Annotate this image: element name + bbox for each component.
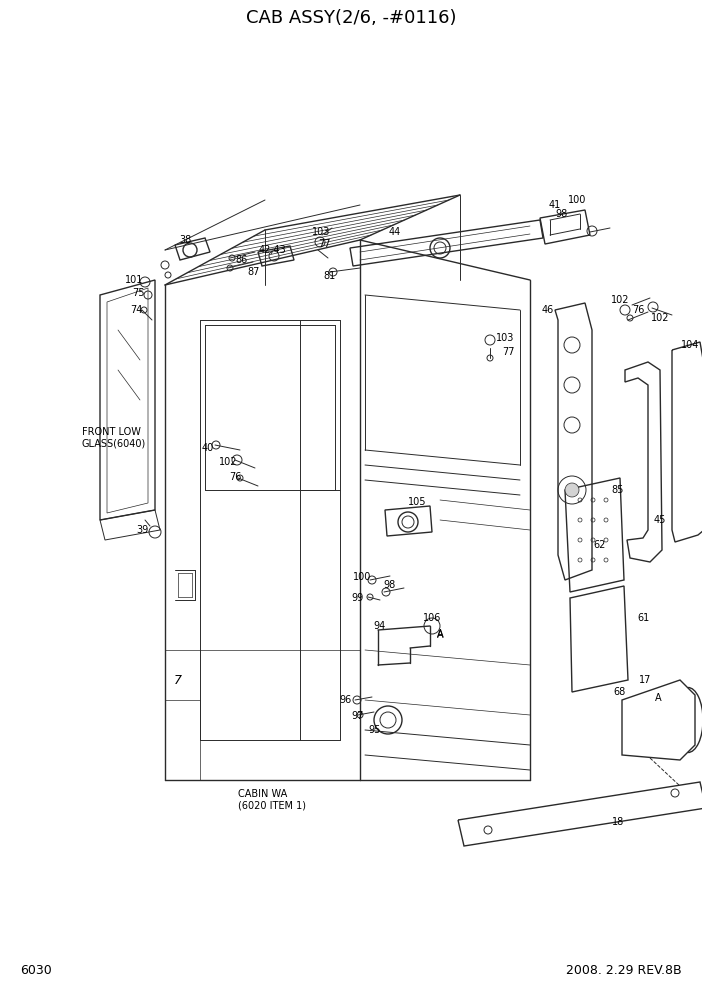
Text: A: A [655,693,661,703]
Text: 94: 94 [374,621,386,631]
Text: 100: 100 [568,195,586,205]
Text: 102: 102 [219,457,237,467]
Text: 98: 98 [384,580,396,590]
Text: 104: 104 [681,340,699,350]
Text: 86: 86 [236,255,248,265]
Circle shape [565,483,579,497]
Text: FRONT LOW
GLASS(6040): FRONT LOW GLASS(6040) [82,428,146,448]
Text: 77: 77 [502,347,515,357]
Text: A: A [437,629,443,639]
Text: 99: 99 [352,593,364,603]
Text: 7: 7 [174,674,182,686]
Text: 6030: 6030 [20,963,52,976]
Text: 97: 97 [352,711,364,721]
Text: 18: 18 [612,817,624,827]
Text: 102: 102 [611,295,629,305]
Text: A: A [437,630,443,640]
Text: 42,43: 42,43 [258,245,286,255]
Text: 81: 81 [324,271,336,281]
Text: CAB ASSY(2/6, -#0116): CAB ASSY(2/6, -#0116) [246,9,456,27]
Text: CABIN WA
(6020 ITEM 1): CABIN WA (6020 ITEM 1) [238,790,306,810]
Text: 68: 68 [614,687,626,697]
Text: 95: 95 [369,725,381,735]
Text: 76: 76 [632,305,644,315]
Text: 44: 44 [389,227,401,237]
Text: 96: 96 [340,695,352,705]
Text: 46: 46 [542,305,554,315]
Text: 103: 103 [496,333,514,343]
Text: 2008. 2.29 REV.8B: 2008. 2.29 REV.8B [567,963,682,976]
Text: 106: 106 [423,613,441,623]
Text: 101: 101 [125,275,143,285]
Text: 17: 17 [639,675,651,685]
Text: 38: 38 [179,235,191,245]
Text: 40: 40 [202,443,214,453]
Text: 85: 85 [612,485,624,495]
Text: 87: 87 [248,267,260,277]
Text: 102: 102 [651,313,669,323]
Text: 75: 75 [132,288,144,298]
Text: 74: 74 [130,305,143,315]
Text: 62: 62 [594,540,607,550]
Text: 100: 100 [353,572,371,582]
Text: 41: 41 [549,200,561,210]
Text: 105: 105 [408,497,426,507]
Text: 103: 103 [312,227,330,237]
Text: 98: 98 [555,209,567,219]
Text: 76: 76 [229,472,241,482]
Text: 77: 77 [318,239,330,249]
Text: 39: 39 [136,525,148,535]
Text: 61: 61 [638,613,650,623]
Text: 45: 45 [654,515,666,525]
